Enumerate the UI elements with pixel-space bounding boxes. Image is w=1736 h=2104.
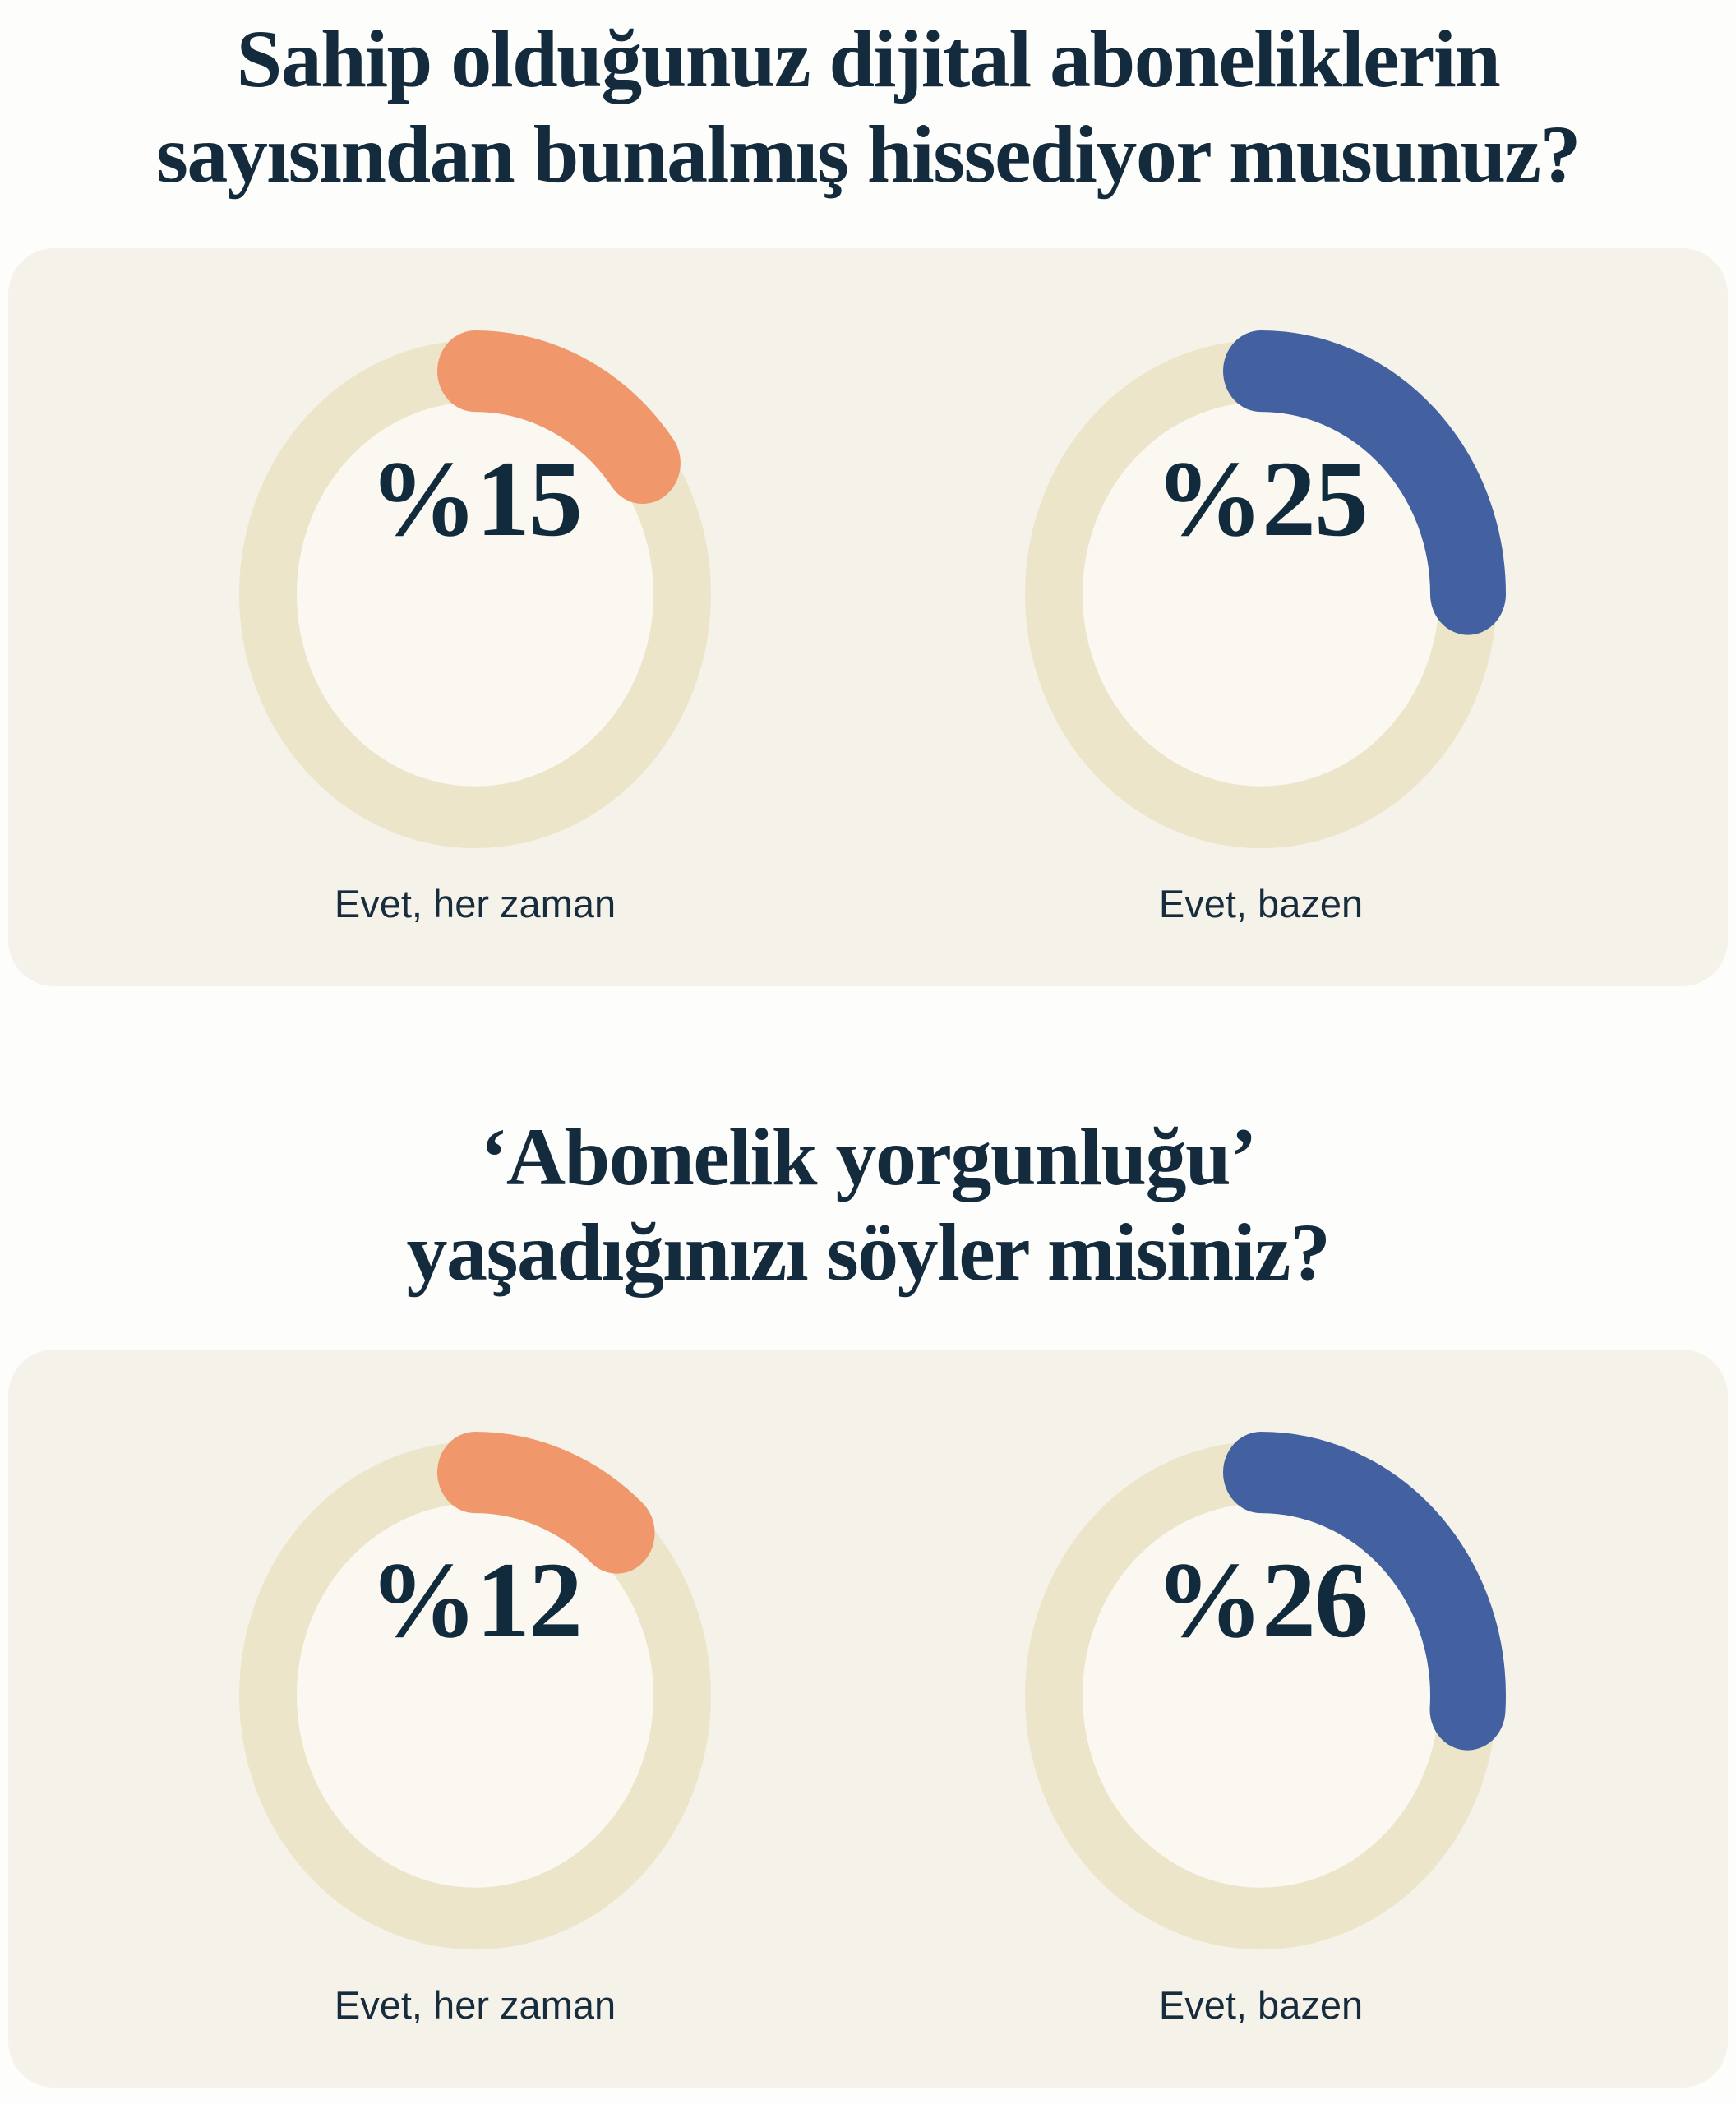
donut-1: %15 bbox=[229, 327, 722, 861]
donut-arc bbox=[1016, 1432, 1506, 1959]
donut-chart-always-2: %12 Evet, her zaman bbox=[229, 1428, 722, 2028]
donut-hole bbox=[1082, 1502, 1440, 1889]
question-title-2-line-2: yaşadığınızı söyler misiniz? bbox=[406, 1207, 1331, 1298]
percent-value: %26 bbox=[1155, 1539, 1369, 1660]
donut-ring-icon bbox=[230, 330, 720, 858]
donut-2: %25 bbox=[1014, 327, 1507, 861]
percent-value: %15 bbox=[369, 438, 583, 559]
charts-row-1: %15 Evet, her zaman %25 Evet, bazen bbox=[8, 327, 1728, 927]
donut-4: %26 bbox=[1014, 1428, 1507, 1963]
question-title-1-line-2: sayısından bunalmış hissediyor musunuz? bbox=[155, 108, 1581, 200]
donut-hole bbox=[1082, 401, 1440, 787]
donut-3: %12 bbox=[229, 1428, 722, 1963]
question-title-1: Sahip olduğunuz dijital aboneliklerin sa… bbox=[0, 0, 1736, 202]
donut-arc bbox=[1016, 330, 1506, 858]
donut-ring-icon bbox=[230, 1432, 720, 1959]
donut-arc bbox=[230, 1432, 720, 1959]
donut-chart-sometimes-2: %26 Evet, bazen bbox=[1014, 1428, 1507, 2028]
donut-chart-sometimes-1: %25 Evet, bazen bbox=[1014, 327, 1507, 927]
charts-row-2: %12 Evet, her zaman %26 Evet, bazen bbox=[8, 1428, 1728, 2028]
chart-card-2: %12 Evet, her zaman %26 Evet, bazen bbox=[8, 1350, 1728, 2088]
question-title-2: ‘Abonelik yorgunluğu’ yaşadığınızı söyle… bbox=[0, 1110, 1736, 1300]
question-title-1-line-1: Sahip olduğunuz dijital aboneliklerin bbox=[236, 13, 1501, 104]
chart-card-1: %15 Evet, her zaman %25 Evet, bazen bbox=[8, 248, 1728, 986]
donut-arc bbox=[230, 330, 720, 858]
question-title-2-line-1: ‘Abonelik yorgunluğu’ bbox=[480, 1111, 1257, 1202]
donut-chart-always-1: %15 Evet, her zaman bbox=[229, 327, 722, 927]
donut-ring-icon bbox=[1016, 330, 1506, 858]
donut-ring-icon bbox=[1016, 1432, 1506, 1959]
percent-value: %25 bbox=[1155, 438, 1369, 559]
percent-value: %12 bbox=[369, 1539, 583, 1660]
donut-hole bbox=[296, 401, 654, 787]
chart-label: Evet, her zaman bbox=[334, 882, 616, 925]
chart-label: Evet, her zaman bbox=[334, 1983, 616, 2027]
chart-label: Evet, bazen bbox=[1158, 882, 1364, 925]
donut-hole bbox=[296, 1502, 654, 1889]
chart-label: Evet, bazen bbox=[1158, 1983, 1364, 2027]
